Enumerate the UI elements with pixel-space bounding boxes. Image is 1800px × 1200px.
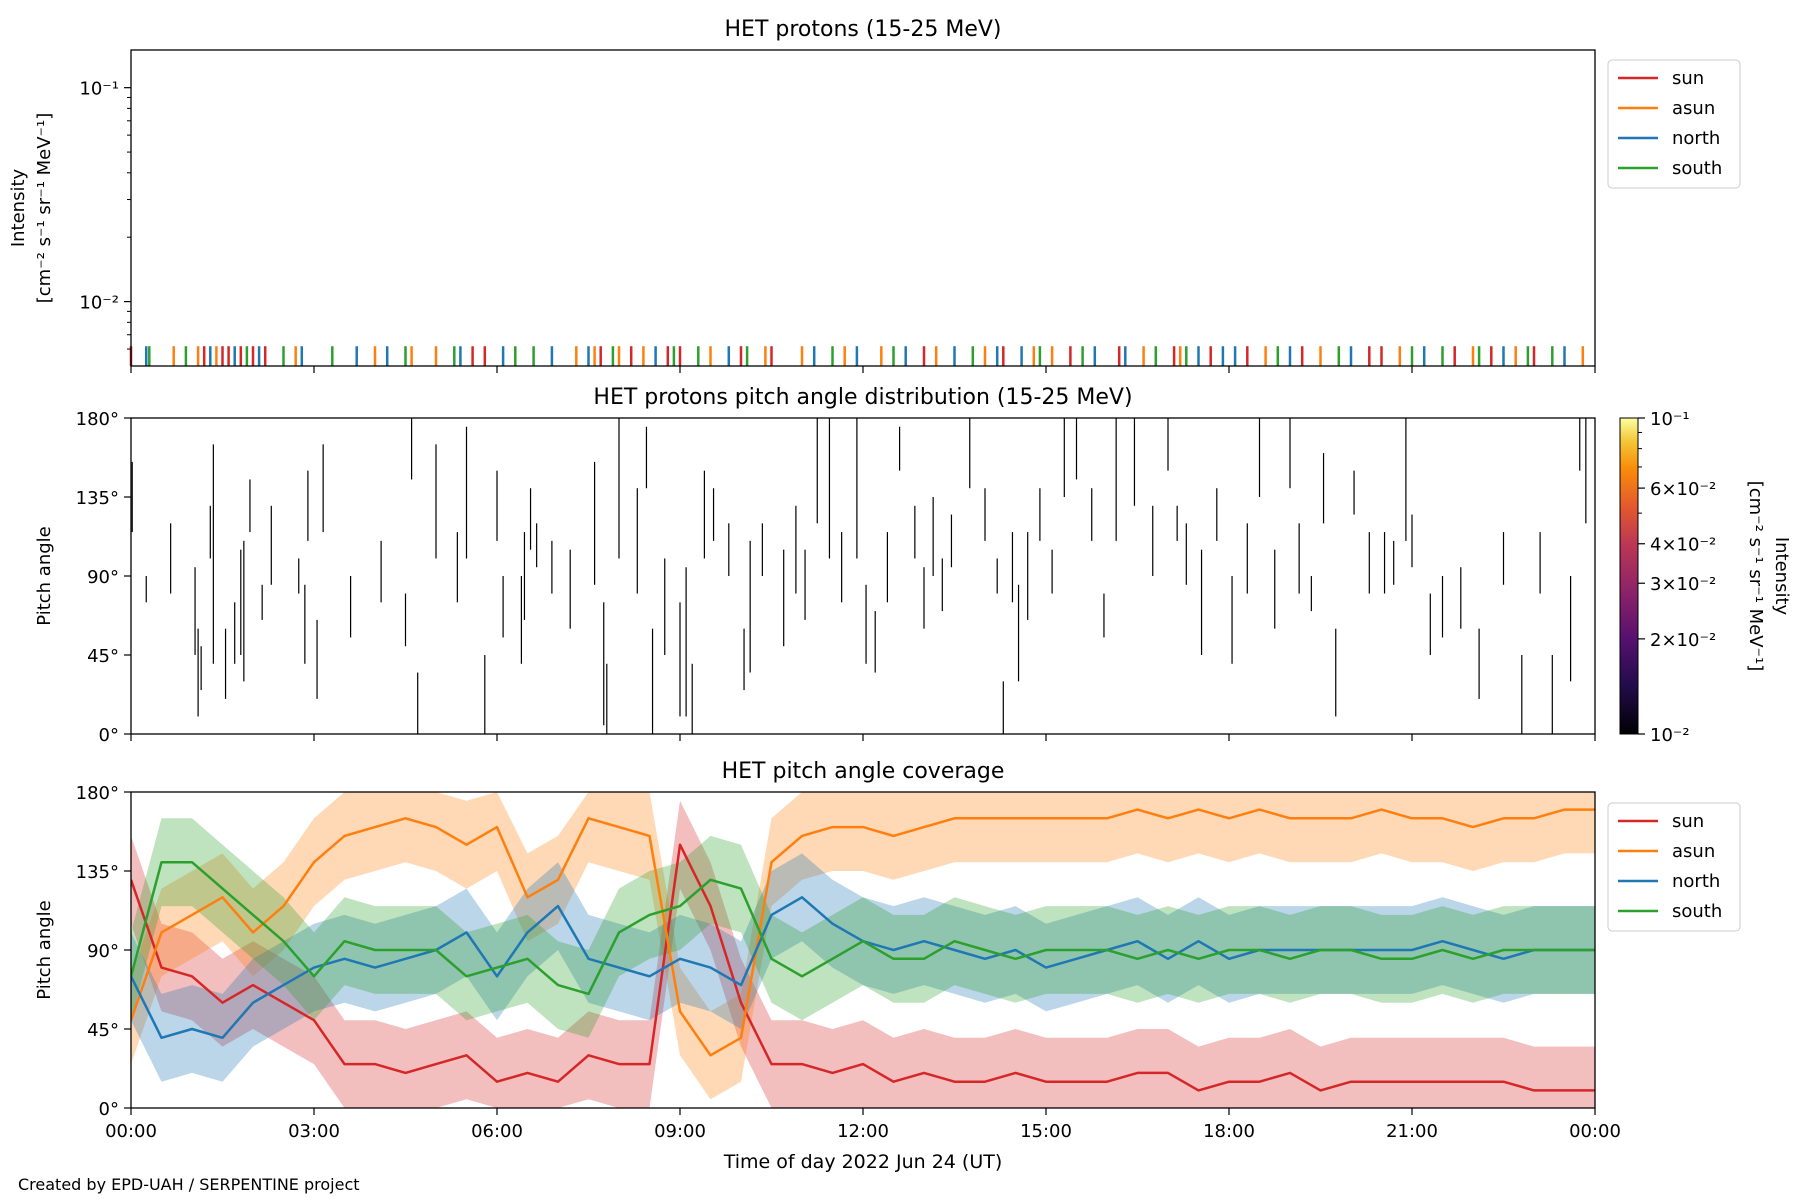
p3-xtick-label-1: 03:00 xyxy=(288,1121,340,1142)
colorbar-label: Intensity xyxy=(1771,537,1792,616)
p1-legend-label-south: south xyxy=(1672,158,1722,179)
p3-legend: sun asun north south xyxy=(1607,802,1741,932)
p1-legend-label-north: north xyxy=(1672,128,1720,149)
coverage-band-south xyxy=(131,818,1595,1038)
p3-xtick-label-4: 12:00 xyxy=(837,1121,889,1142)
p3-marks xyxy=(131,792,1595,1108)
p3-ytick-label-2: 90° xyxy=(87,941,119,962)
p3-xtick-label-6: 18:00 xyxy=(1203,1121,1255,1142)
p1-legend-box xyxy=(1607,59,1741,189)
colorbar-tick-label-1: 6×10⁻² xyxy=(1650,479,1716,500)
p2-ytick-label-3: 45° xyxy=(87,646,119,667)
colorbar-units: [cm⁻² s⁻¹ sr⁻¹ MeV⁻¹] xyxy=(1745,481,1766,672)
colorbar-tick-label-2: 4×10⁻² xyxy=(1650,535,1716,556)
p1-legend: sun asun north south xyxy=(1607,59,1741,189)
panel3-title: HET pitch angle coverage xyxy=(722,759,1005,784)
p1-legend-items: sun asun north south xyxy=(1618,68,1722,179)
p3-xlabel: Time of day 2022 Jun 24 (UT) xyxy=(723,1151,1003,1173)
coverage-band-sun xyxy=(131,800,1595,1108)
p2-ytick-label-4: 0° xyxy=(99,725,119,746)
p3-legend-items: sun asun north south xyxy=(1618,811,1722,922)
p3-legend-label-sun: sun xyxy=(1672,811,1704,832)
p1-axes: 10⁻¹ 10⁻² xyxy=(79,79,1596,373)
p1-ytick-label-1: 10⁻² xyxy=(79,293,119,314)
p3-xtick-label-5: 15:00 xyxy=(1020,1121,1072,1142)
panel1-title: HET protons (15-25 MeV) xyxy=(725,17,1002,42)
coverage-band-north xyxy=(131,853,1595,1082)
p2-ylabel: Pitch angle xyxy=(34,526,55,625)
p1-ylabel: Intensity xyxy=(8,168,29,247)
p3-ytick-label-4: 0° xyxy=(99,1099,119,1120)
colorbar-tick-label-5: 10⁻² xyxy=(1650,725,1690,746)
panel2-title: HET protons pitch angle distribution (15… xyxy=(593,385,1132,410)
p3-xtick-label-3: 09:00 xyxy=(654,1121,706,1142)
p2-marks xyxy=(131,418,1587,734)
p1-marks xyxy=(129,346,1585,366)
colorbar-tick-label-0: 10⁻¹ xyxy=(1650,409,1690,430)
p3-xtick-label-0: 00:00 xyxy=(105,1121,157,1142)
coverage-panel: HET pitch angle coverage 180° 135° 90° 45° 0… xyxy=(34,759,1741,1173)
coverage-line-asun xyxy=(131,808,1595,1057)
p1-ytick-label-0: 10⁻¹ xyxy=(79,79,119,100)
coverage-line-south xyxy=(131,860,1595,996)
p3-xtick-label-2: 06:00 xyxy=(471,1121,523,1142)
p3-legend-label-south: south xyxy=(1672,901,1722,922)
p1-frame xyxy=(130,49,1596,367)
p3-ytick-label-1: 135° xyxy=(76,862,119,883)
p3-ylabel: Pitch angle xyxy=(34,900,55,999)
p2-ytick-label-2: 90° xyxy=(87,567,119,588)
colorbar-ticks: 10⁻¹ 6×10⁻² 4×10⁻² 3×10⁻² 2×10⁻² 10⁻² xyxy=(1638,409,1716,746)
coverage-line-sun xyxy=(131,843,1595,1092)
p2-ytick-label-1: 135° xyxy=(76,488,119,509)
p1-legend-label-asun: asun xyxy=(1672,98,1715,119)
colorbar-tick-label-4: 2×10⁻² xyxy=(1650,630,1716,651)
p3-legend-label-asun: asun xyxy=(1672,841,1715,862)
p1-ylabel-units: [cm⁻² s⁻¹ sr⁻¹ MeV⁻¹] xyxy=(34,113,55,304)
p2-axes: 180° 135° 90° 45° 0° xyxy=(76,409,1596,746)
p3-xtick-label-8: 00:00 xyxy=(1569,1121,1621,1142)
p3-legend-box xyxy=(1607,802,1741,932)
colorbar xyxy=(1619,417,1639,735)
intensity-panel: HET protons (15-25 MeV) 10⁻¹ 10⁻² Intensi… xyxy=(8,17,1741,373)
colorbar-tick-label-3: 3×10⁻² xyxy=(1650,574,1716,595)
p3-legend-label-north: north xyxy=(1672,871,1720,892)
p3-xtick-label-7: 21:00 xyxy=(1386,1121,1438,1142)
coverage-band-asun xyxy=(131,792,1595,1100)
p3-axes: 180°135°90°45°0°00:00 03:00 06:00 09:00 12:0… xyxy=(76,783,1621,1142)
pad-panel: HET protons pitch angle distribution (15… xyxy=(34,385,1792,746)
p3-ytick-label-0: 180° xyxy=(76,783,119,804)
credit-footer: Created by EPD-UAH / SERPENTINE project xyxy=(18,1175,360,1194)
p2-ytick-label-0: 180° xyxy=(76,409,119,430)
p3-ytick-label-3: 45° xyxy=(87,1020,119,1041)
p1-legend-label-sun: sun xyxy=(1672,68,1704,89)
